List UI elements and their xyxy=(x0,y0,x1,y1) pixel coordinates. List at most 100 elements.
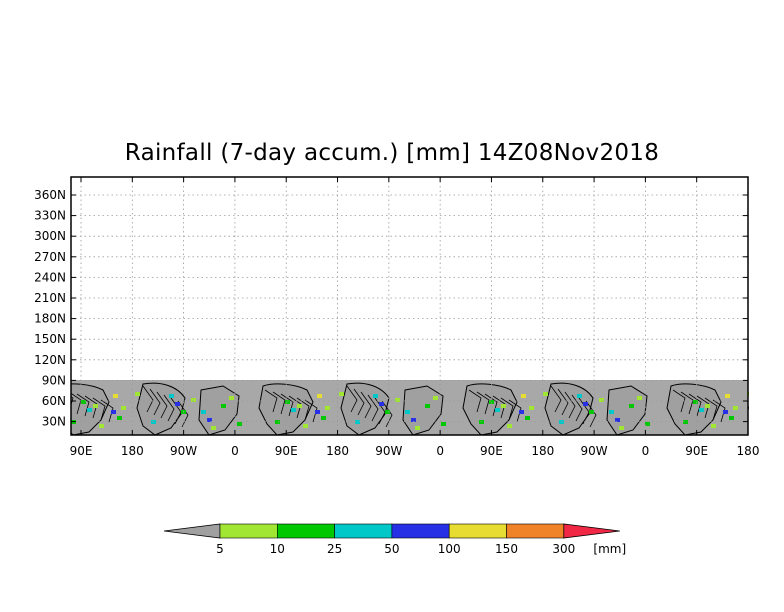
rain-cell xyxy=(191,398,196,402)
rain-cell xyxy=(355,420,360,424)
y-tick-label: 30N xyxy=(42,415,66,429)
rain-cell xyxy=(609,410,614,414)
land-outline xyxy=(666,383,722,436)
colorbar-label: 10 xyxy=(270,542,285,556)
y-tick-label: 120N xyxy=(34,353,66,367)
border-line xyxy=(564,391,576,419)
rain-cell xyxy=(379,402,384,406)
rain-cell xyxy=(317,394,322,398)
colorbar-segment xyxy=(391,523,450,539)
x-tick-label: 180 xyxy=(121,444,144,458)
border-line xyxy=(508,399,522,423)
rain-cell xyxy=(711,424,716,428)
rain-cell xyxy=(433,396,438,400)
rain-cell xyxy=(589,410,594,414)
rain-cell xyxy=(221,404,226,408)
border-line xyxy=(688,393,702,417)
x-tick-label: 0 xyxy=(231,444,239,458)
colorbar: 5 10 25 50 100 150 300 [mm] xyxy=(163,523,626,556)
map-plot-area xyxy=(0,176,784,440)
rain-cell xyxy=(521,394,526,398)
rain-cell xyxy=(339,392,344,396)
rain-cell xyxy=(99,424,104,428)
border-line xyxy=(100,399,114,423)
x-tick-label: 90E xyxy=(685,444,708,458)
x-axis: 90E 180 90W 0 90E 180 90W 0 90E 180 90W 0 90E 180 xyxy=(70,177,759,458)
rain-cell xyxy=(237,422,242,426)
rain-cell xyxy=(577,394,582,398)
rain-cell xyxy=(529,406,534,410)
rain-cell xyxy=(207,418,212,422)
y-tick-label: 330N xyxy=(34,209,66,223)
border-line xyxy=(704,397,718,421)
rain-cell xyxy=(285,400,290,404)
rain-cell xyxy=(525,416,530,420)
colorbar-label: 150 xyxy=(495,542,518,556)
y-tick-label: 270N xyxy=(34,250,66,264)
colorbar-segment xyxy=(448,523,507,539)
colorbar-label: 5 xyxy=(216,542,224,556)
border-line xyxy=(149,388,161,416)
rain-cell xyxy=(117,416,122,420)
rain-cell xyxy=(543,392,548,396)
border-line xyxy=(484,393,498,417)
rain-cell xyxy=(113,394,118,398)
x-tick-label: 0 xyxy=(642,444,650,458)
colorbar-label: 25 xyxy=(327,542,342,556)
border-line xyxy=(712,399,726,423)
rain-cell xyxy=(501,404,506,408)
border-line xyxy=(585,400,597,428)
border-line xyxy=(346,385,358,413)
map-title: Rainfall (7-day accum.) [mm] 14Z08Nov201… xyxy=(124,140,660,166)
rain-cell xyxy=(619,426,624,430)
rain-cell xyxy=(321,416,326,420)
rain-cell xyxy=(699,408,704,412)
colorbar-label: 100 xyxy=(438,542,461,556)
x-tick-label: 180 xyxy=(531,444,554,458)
colorbar-segment xyxy=(334,523,393,539)
border-line xyxy=(156,391,168,419)
rain-cell xyxy=(135,392,140,396)
rain-cell xyxy=(723,410,728,414)
rain-cell xyxy=(87,408,92,412)
rain-cell xyxy=(729,416,734,420)
rain-cell xyxy=(315,410,320,414)
rainfall-shading xyxy=(0,375,784,440)
border-line xyxy=(264,389,278,413)
rain-cell xyxy=(175,402,180,406)
x-tick-label: 90E xyxy=(275,444,298,458)
rain-cell xyxy=(303,424,308,428)
rain-cell xyxy=(425,404,430,408)
x-tick-label: 90W xyxy=(581,444,608,458)
rain-cell xyxy=(405,410,410,414)
border-line xyxy=(163,394,175,422)
land-outline xyxy=(258,383,314,436)
border-line xyxy=(672,389,686,413)
colorbar-label: 50 xyxy=(384,542,399,556)
y-tick-label: 300N xyxy=(34,229,66,243)
x-tick-label: 0 xyxy=(436,444,444,458)
rain-cell xyxy=(507,424,512,428)
rain-cell xyxy=(211,426,216,430)
map-mask xyxy=(0,375,71,440)
rain-cell xyxy=(683,420,688,424)
rain-cell xyxy=(629,404,634,408)
colorbar-label: 300 xyxy=(552,542,575,556)
border-line xyxy=(76,393,90,417)
rain-cell xyxy=(411,418,416,422)
y-tick-label: 210N xyxy=(34,291,66,305)
border-line xyxy=(92,397,106,421)
rain-cell xyxy=(93,404,98,408)
rain-cell xyxy=(693,400,698,404)
land-outline xyxy=(462,383,518,436)
colorbar-min-triangle xyxy=(163,523,221,539)
rain-cell xyxy=(395,398,400,402)
y-tick-label: 360N xyxy=(34,188,66,202)
border-line xyxy=(367,394,379,422)
rain-cell xyxy=(291,408,296,412)
rain-cell xyxy=(599,398,604,402)
border-line xyxy=(280,393,294,417)
rain-cell xyxy=(121,406,126,410)
rain-cell xyxy=(725,394,730,398)
